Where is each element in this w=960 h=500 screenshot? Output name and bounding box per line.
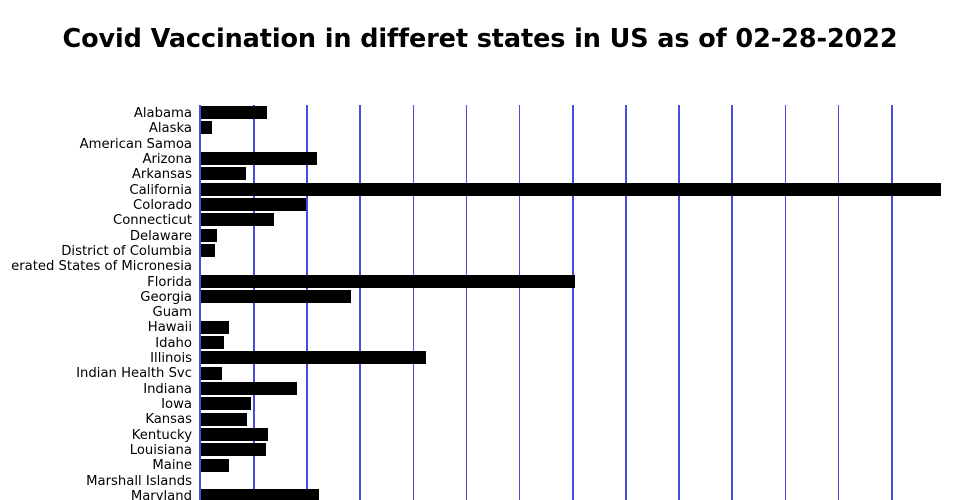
bar bbox=[200, 182, 941, 196]
y-axis-category-labels: Alabama Alaska American Samoa Arizona Arkans… bbox=[0, 105, 196, 500]
y-axis-label: Guam bbox=[152, 305, 192, 321]
y-axis-label: Connecticut bbox=[113, 213, 192, 229]
bar bbox=[200, 458, 229, 472]
bar bbox=[200, 489, 320, 500]
gridline bbox=[731, 105, 734, 500]
y-axis-label: Arizona bbox=[142, 151, 192, 167]
bar bbox=[200, 290, 351, 303]
y-axis-label: erated States of Micronesia bbox=[11, 259, 192, 275]
y-axis-line bbox=[199, 105, 201, 500]
bar bbox=[200, 198, 307, 212]
bar bbox=[200, 213, 275, 227]
gridline bbox=[572, 105, 574, 500]
plot-area bbox=[200, 105, 960, 500]
bar bbox=[200, 443, 266, 457]
gridline bbox=[837, 105, 840, 500]
bar bbox=[200, 121, 212, 135]
y-axis-label: Indiana bbox=[143, 381, 192, 397]
bar bbox=[200, 412, 247, 426]
bar bbox=[200, 274, 576, 288]
bar bbox=[200, 381, 297, 395]
bar bbox=[200, 397, 252, 411]
gridline bbox=[678, 105, 680, 500]
gridline bbox=[518, 105, 521, 500]
y-axis-label: Marshall Islands bbox=[86, 473, 192, 489]
gridline bbox=[412, 105, 415, 500]
y-axis-label: Arkansas bbox=[131, 167, 192, 183]
y-axis-label: Florida bbox=[147, 274, 192, 290]
y-axis-label: Delaware bbox=[129, 228, 192, 244]
gridline bbox=[465, 105, 468, 500]
chart-title: Covid Vaccination in differet states in … bbox=[62, 24, 898, 54]
y-axis-label: Kentucky bbox=[131, 427, 192, 443]
gridline bbox=[890, 105, 893, 500]
y-axis-label: Iowa bbox=[161, 397, 192, 413]
y-axis-label: Georgia bbox=[140, 289, 192, 305]
bar bbox=[200, 228, 217, 242]
y-axis-label: American Samoa bbox=[79, 136, 192, 152]
y-axis-label: California bbox=[129, 182, 192, 198]
y-axis-label: Maryland bbox=[130, 489, 192, 500]
bar bbox=[200, 320, 229, 334]
gridline bbox=[625, 105, 627, 500]
bar-series bbox=[200, 105, 960, 500]
bar bbox=[200, 335, 225, 349]
bar bbox=[200, 106, 267, 120]
bar bbox=[200, 351, 427, 365]
y-axis-label: Alaska bbox=[148, 121, 192, 137]
bar bbox=[200, 366, 223, 380]
y-axis-label: Idaho bbox=[155, 335, 192, 351]
y-axis-label: Colorado bbox=[133, 197, 192, 213]
y-axis-label: Hawaii bbox=[147, 320, 192, 336]
y-axis-label: Maine bbox=[152, 458, 192, 474]
bar bbox=[200, 244, 215, 258]
bar bbox=[200, 427, 269, 441]
y-axis-label: Louisiana bbox=[129, 443, 192, 459]
gridline bbox=[359, 105, 362, 500]
y-axis-label: Illinois bbox=[150, 351, 192, 367]
bar bbox=[200, 167, 246, 181]
y-axis-label: Indian Health Svc bbox=[76, 366, 192, 382]
y-axis-label: Kansas bbox=[145, 412, 192, 428]
bar bbox=[200, 152, 317, 166]
y-axis-label: District of Columbia bbox=[61, 243, 192, 259]
gridline bbox=[784, 105, 787, 500]
y-axis-label: Alabama bbox=[133, 106, 192, 121]
